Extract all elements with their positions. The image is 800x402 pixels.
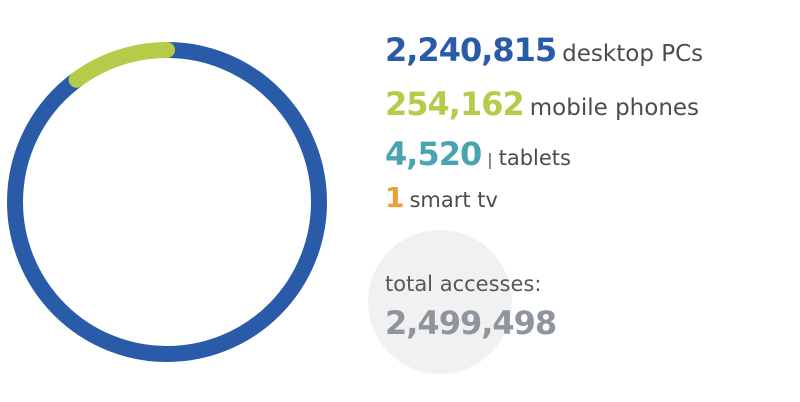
donut-slice-desktop — [7, 42, 327, 362]
legend-value-smart-tv: 1 — [385, 181, 405, 214]
donut-slice-mobile — [7, 42, 327, 362]
legend-separator: | — [487, 150, 493, 169]
donut-chart — [7, 42, 327, 362]
total-background-circle — [368, 230, 512, 374]
legend-row-desktop: 2,240,815 desktop PCs — [385, 34, 703, 66]
total-value: 2,499,498 — [385, 304, 557, 342]
legend-row-mobile: 254,162 mobile phones — [385, 88, 699, 120]
legend-value-desktop: 2,240,815 — [385, 31, 557, 69]
legend-value-tablets: 4,520 — [385, 135, 482, 173]
legend-row-tablets: 4,520 | tablets — [385, 138, 571, 170]
legend-label-desktop: desktop PCs — [562, 41, 704, 67]
legend-row-smart-tv: 1 smart tv — [385, 184, 498, 212]
legend-label-smart-tv: smart tv — [409, 188, 498, 212]
legend-value-mobile: 254,162 — [385, 85, 525, 123]
legend-label-mobile: mobile phones — [529, 95, 700, 121]
total-label: total accesses: — [385, 272, 542, 296]
legend-label-tablets: tablets — [498, 146, 571, 170]
